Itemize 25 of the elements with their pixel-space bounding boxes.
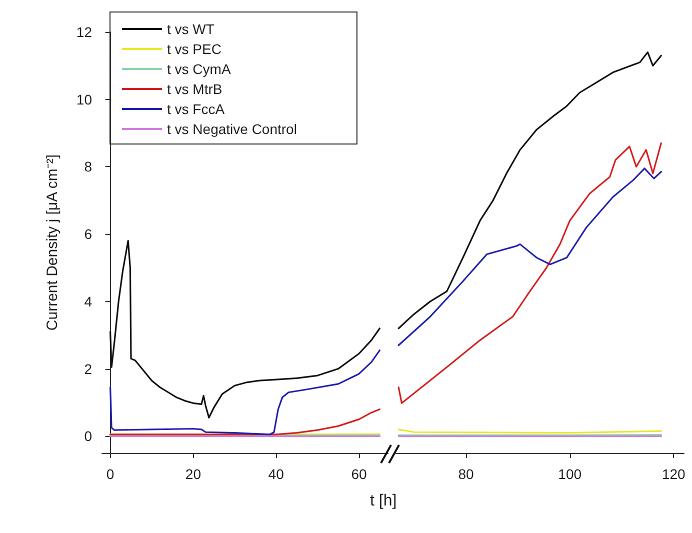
legend-label: t vs FccA bbox=[167, 101, 226, 117]
y-tick-label: 12 bbox=[76, 24, 92, 40]
y-tick-label: 10 bbox=[76, 91, 92, 108]
line-series bbox=[109, 408, 381, 436]
legend-label: t vs WT bbox=[167, 21, 215, 37]
x-tick-label: 40 bbox=[268, 466, 284, 482]
y-tick-label: 2 bbox=[84, 360, 92, 377]
y-tick-label: 0 bbox=[84, 428, 92, 444]
y-tick-label: 4 bbox=[84, 293, 92, 310]
legend-label: t vs CymA bbox=[167, 61, 232, 77]
x-tick-label: 80 bbox=[458, 466, 474, 482]
x-tick-label: 100 bbox=[558, 466, 582, 482]
legend-label: t vs MtrB bbox=[167, 81, 222, 97]
x-tick-label: 0 bbox=[106, 466, 114, 482]
x-tick-label: 60 bbox=[351, 466, 367, 482]
legend-label: t vs Negative Control bbox=[167, 121, 297, 137]
x-axis-title: t [h] bbox=[370, 492, 397, 510]
legend-label: t vs PEC bbox=[167, 41, 222, 57]
y-tick-label: 6 bbox=[84, 226, 92, 242]
x-tick-label: 120 bbox=[662, 466, 686, 482]
line-series bbox=[109, 240, 381, 418]
y-tick-label: 8 bbox=[84, 158, 92, 175]
y-axis-title: Current Density j [μA cm⁻²] bbox=[44, 154, 61, 331]
line-series bbox=[109, 349, 381, 436]
x-tick-label: 20 bbox=[185, 466, 202, 482]
